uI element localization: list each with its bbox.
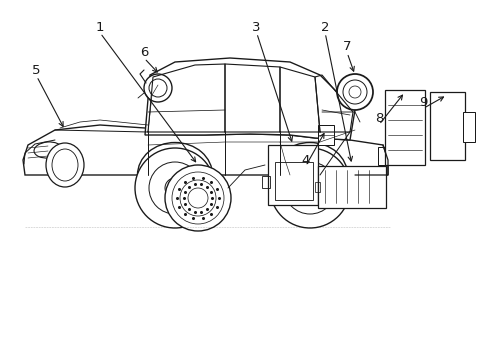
Bar bbox=[429, 92, 464, 160]
Bar bbox=[267, 145, 317, 205]
Text: 5: 5 bbox=[32, 64, 41, 77]
Bar bbox=[274, 162, 312, 200]
Circle shape bbox=[269, 148, 349, 228]
Bar bbox=[317, 166, 385, 208]
Circle shape bbox=[143, 74, 172, 102]
Ellipse shape bbox=[46, 143, 84, 187]
Text: 6: 6 bbox=[140, 46, 148, 59]
Text: 2: 2 bbox=[320, 21, 329, 33]
Text: 4: 4 bbox=[301, 154, 309, 167]
Polygon shape bbox=[23, 125, 387, 175]
Circle shape bbox=[135, 148, 215, 228]
Bar bbox=[262, 176, 269, 188]
Bar bbox=[317, 125, 333, 145]
Text: 7: 7 bbox=[342, 40, 351, 53]
Bar bbox=[377, 147, 387, 165]
Circle shape bbox=[336, 74, 372, 110]
Bar bbox=[462, 112, 474, 142]
Bar bbox=[314, 182, 319, 192]
Text: 1: 1 bbox=[96, 21, 104, 33]
Text: 8: 8 bbox=[374, 112, 383, 125]
Bar bbox=[384, 90, 424, 165]
Circle shape bbox=[164, 165, 230, 231]
Text: 3: 3 bbox=[252, 21, 261, 33]
Text: 9: 9 bbox=[418, 96, 427, 109]
Polygon shape bbox=[145, 58, 354, 140]
